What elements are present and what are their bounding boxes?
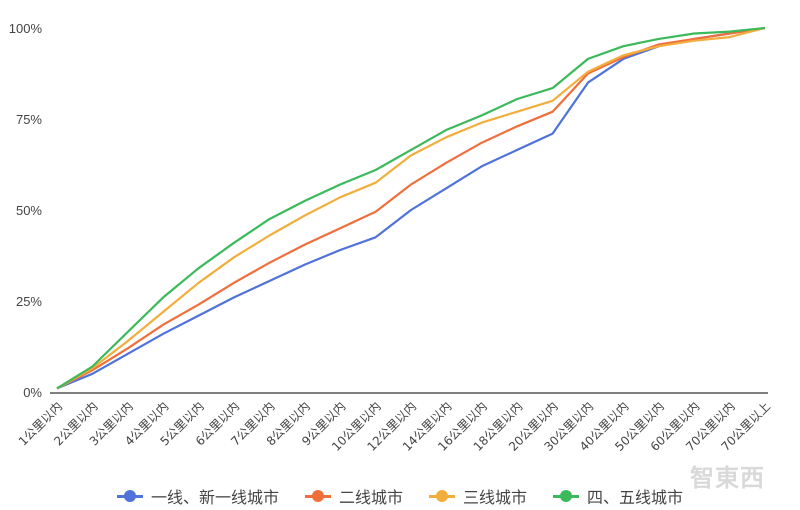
legend-label: 四、五线城市 [587, 488, 684, 507]
watermark-logo: 智東西 [690, 464, 765, 492]
legend-dot [436, 490, 448, 502]
legend-marker-icon [553, 490, 580, 502]
legend-item[interactable]: 四、五线城市 [553, 484, 683, 508]
legend-marker-icon [116, 490, 143, 502]
legend-marker-icon [429, 490, 455, 502]
legend: 一线、新一线城市 二线城市 三线城市 四、五线城市 [0, 484, 800, 508]
legend-marker-icon [304, 490, 331, 502]
legend-label: 一线、新一线城市 [150, 488, 279, 507]
legend-item[interactable]: 二线城市 [304, 484, 403, 508]
legend-dot [123, 490, 136, 502]
line-chart: 0%25%50%75%100%1公里以内2公里以内3公里以内4公里以内5公里以内… [9, 21, 773, 454]
series-line [56, 26, 766, 390]
legend-label: 二线城市 [338, 488, 403, 507]
legend-dot [560, 490, 573, 502]
legend-label: 三线城市 [463, 488, 528, 507]
y-tick-label: 0% [23, 385, 42, 400]
legend-dot [311, 490, 324, 502]
y-tick-label: 25% [16, 294, 42, 309]
series-line [56, 26, 766, 390]
series-line [56, 26, 766, 390]
y-tick-label: 100% [9, 21, 43, 36]
y-tick-label: 50% [16, 203, 42, 218]
legend-item[interactable]: 一线、新一线城市 [116, 484, 279, 508]
y-tick-label: 75% [16, 112, 42, 127]
legend-item[interactable]: 三线城市 [429, 484, 527, 508]
